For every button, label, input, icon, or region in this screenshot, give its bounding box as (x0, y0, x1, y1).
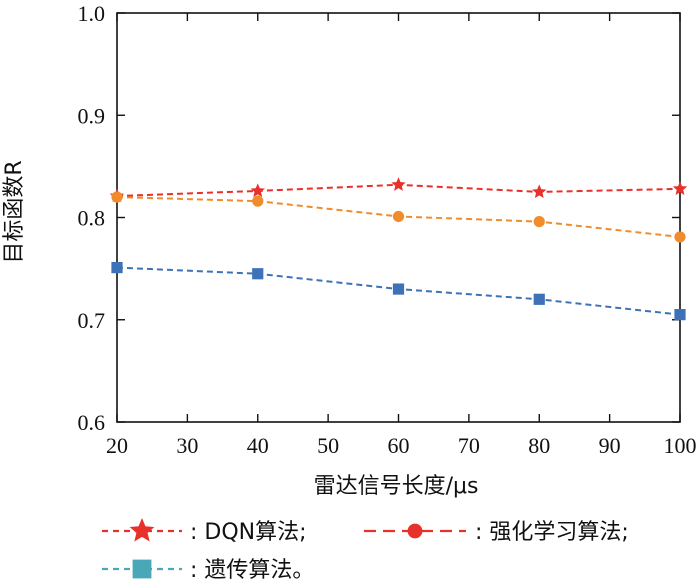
data-point (392, 210, 405, 223)
data-point (250, 183, 265, 198)
data-point (533, 293, 545, 305)
x-tick-label: 80 (528, 433, 550, 458)
x-axis-title: 雷达信号长度/μs (314, 474, 479, 499)
data-point (674, 309, 686, 321)
x-tick-label: 20 (106, 433, 128, 458)
y-tick-label: 0.7 (78, 308, 106, 333)
series-1 (109, 177, 688, 203)
legend-marker (129, 517, 155, 542)
data-point (111, 262, 123, 274)
data-point (533, 215, 545, 228)
legend-marker (132, 559, 152, 579)
y-axis-title: 目标函数R (2, 160, 27, 263)
x-tick-label: 50 (317, 433, 339, 458)
legend-label: : DQN算法; (190, 520, 307, 545)
legend-item-3: : 遗传算法。 (102, 558, 314, 583)
x-tick-label: 90 (599, 433, 621, 458)
legend-label: : 强化学习算法; (475, 520, 629, 545)
legend-marker (407, 523, 423, 539)
legend-label: : 遗传算法。 (190, 558, 314, 583)
data-point (532, 184, 547, 199)
data-point (672, 181, 688, 195)
y-tick-label: 0.8 (78, 206, 106, 231)
data-point (392, 283, 405, 295)
data-point (252, 268, 264, 280)
x-tick-label: 40 (247, 433, 269, 458)
y-tick-label: 0.6 (78, 410, 106, 435)
x-tick-label: 30 (176, 433, 198, 458)
series-layer (109, 177, 688, 321)
y-tick-label: 1.0 (78, 1, 106, 26)
y-tick-label: 0.9 (78, 103, 106, 128)
x-tick-label: 100 (664, 433, 697, 458)
legend-item-2: : 强化学习算法; (364, 520, 629, 545)
x-tick-label: 60 (388, 433, 410, 458)
data-point (391, 177, 406, 191)
data-point (252, 195, 264, 207)
series-2 (111, 191, 686, 243)
x-tick-label: 70 (458, 433, 480, 458)
legend-item-1: : DQN算法; (102, 517, 307, 545)
axes-layer: 20 30 40 50 60 70 80 90 100 0.6 0.7 0.8 0.9 1.0 (78, 1, 697, 458)
legend: : DQN算法; : 强化学习算法; : 遗传算法。 (102, 517, 629, 583)
series-3 (111, 262, 686, 321)
data-point (674, 231, 686, 243)
data-point (111, 191, 123, 203)
